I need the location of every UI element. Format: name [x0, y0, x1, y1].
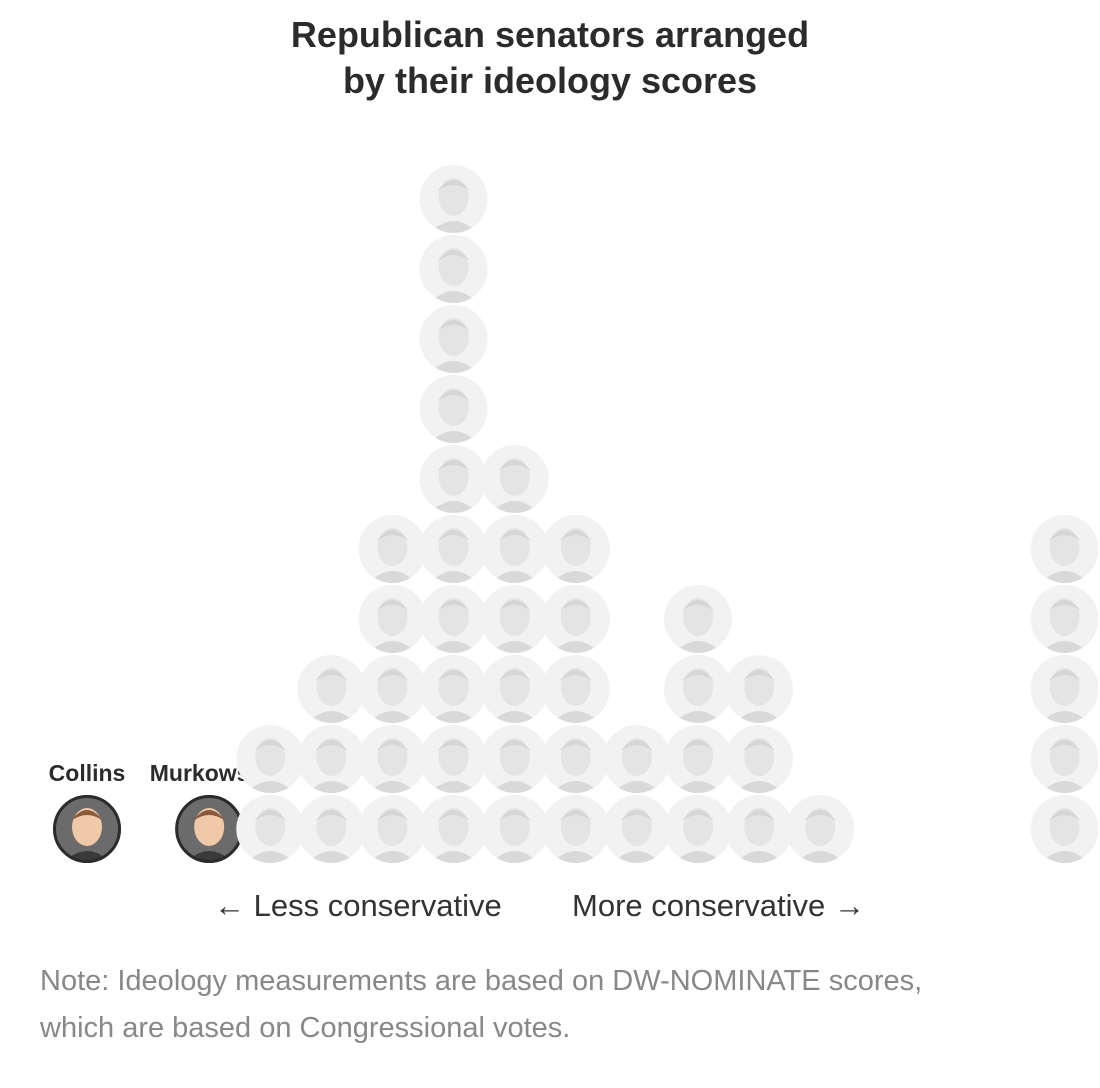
- chart-title: Republican senators arranged by their id…: [0, 12, 1100, 104]
- senator-marker: [786, 795, 855, 863]
- senator-marker: [358, 655, 427, 723]
- senator-marker: [541, 515, 610, 583]
- senator-marker: [297, 655, 366, 723]
- senator-marker: [419, 235, 488, 303]
- senator-marker: [541, 585, 610, 653]
- footnote: Note: Ideology measurements are based on…: [40, 958, 1070, 1052]
- senator-marker: [541, 725, 610, 793]
- senator-marker: [419, 165, 488, 233]
- senator-murkowski: [175, 795, 244, 863]
- senator-marker: [1030, 585, 1099, 653]
- senator-marker: [664, 725, 732, 793]
- senator-marker: [419, 445, 488, 513]
- senator-marker: [480, 725, 549, 793]
- senator-marker: [358, 725, 427, 793]
- senator-marker: [1030, 725, 1099, 793]
- chart-title-line-1: Republican senators arranged: [290, 14, 810, 55]
- senator-marker: [602, 795, 671, 863]
- senator-marker: [664, 655, 732, 723]
- axis-label-less-conservative: ← Less conservative: [214, 888, 502, 923]
- senator-marker: [664, 585, 732, 653]
- senator-marker: [541, 795, 610, 863]
- senator-marker: [419, 585, 488, 653]
- senator-marker: [664, 795, 732, 863]
- senator-marker: [358, 515, 427, 583]
- senator-marker: [419, 375, 488, 443]
- senator-marker: [1030, 655, 1099, 723]
- senator-marker: [725, 655, 794, 723]
- senator-collins: [53, 795, 121, 863]
- beeswarm-plot: Collins Murkowski: [49, 165, 1099, 863]
- senator-marker: [297, 725, 366, 793]
- senator-marker: [480, 655, 549, 723]
- senator-marker: [480, 795, 549, 863]
- chart-title-line-2: by their ideology scores: [342, 60, 758, 101]
- senator-marker: [480, 515, 549, 583]
- senator-marker: [358, 585, 427, 653]
- footnote-line-2: which are based on Congressional votes.: [40, 1012, 571, 1044]
- senator-marker: [725, 795, 794, 863]
- senator-marker: [236, 725, 305, 793]
- senator-marker: [1030, 795, 1099, 863]
- senator-marker: [725, 725, 794, 793]
- senator-marker: [297, 795, 366, 863]
- senator-marker: [419, 795, 488, 863]
- senator-marker: [541, 655, 610, 723]
- senator-marker: [358, 795, 427, 863]
- senator-marker: [419, 725, 488, 793]
- senator-marker: [419, 655, 488, 723]
- senator-marker: [419, 305, 488, 373]
- senator-marker: [602, 725, 671, 793]
- senator-marker: [1030, 515, 1099, 583]
- senator-marker: [480, 445, 549, 513]
- senator-marker: [236, 795, 305, 863]
- footnote-line-1: Note: Ideology measurements are based on…: [40, 965, 923, 997]
- senator-marker: [419, 515, 488, 583]
- senator-marker: [480, 585, 549, 653]
- axis-label-more-conservative: More conservative →: [572, 888, 865, 923]
- senator-label-collins: Collins: [49, 760, 126, 786]
